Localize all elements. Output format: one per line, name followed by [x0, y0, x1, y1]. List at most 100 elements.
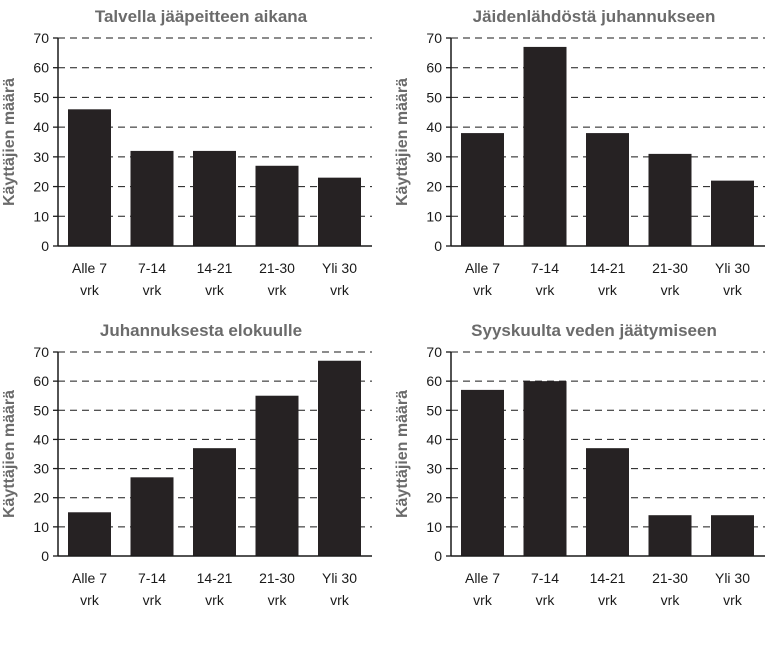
y-axis-label: Käyttäjien määrä: [1, 390, 18, 518]
y-tick-label: 0: [41, 238, 49, 254]
x-tick-label: 7-14: [138, 570, 166, 586]
y-tick-label: 10: [33, 519, 49, 535]
y-tick-label: 70: [33, 344, 49, 360]
x-tick-label-unit: vrk: [143, 592, 163, 608]
y-tick-label: 50: [426, 89, 442, 105]
bar: [255, 165, 299, 246]
bar: [130, 477, 174, 556]
x-tick-label-unit: vrk: [473, 282, 493, 298]
bar: [523, 381, 567, 556]
bar: [193, 150, 236, 246]
x-tick-label-unit: vrk: [205, 282, 225, 298]
bar: [68, 512, 111, 556]
bar: [648, 515, 692, 556]
chart-panel-4: Syyskuulta veden jäätymiseen Käyttäjien m…: [394, 321, 765, 608]
y-tick-label: 40: [33, 119, 49, 135]
bar: [461, 133, 504, 246]
y-tick-label: 10: [426, 208, 442, 224]
x-tick-label: 14-21: [197, 260, 233, 276]
x-tick-label: Yli 30: [322, 570, 357, 586]
bar: [586, 448, 629, 556]
x-tick-label: Alle 7: [72, 260, 107, 276]
x-tick-label-unit: vrk: [473, 592, 493, 608]
x-tick-label-unit: vrk: [723, 592, 743, 608]
x-tick-label: Alle 7: [72, 570, 107, 586]
y-tick-label: 40: [426, 431, 442, 447]
y-tick-label: 40: [426, 119, 442, 135]
x-tick-label-unit: vrk: [268, 592, 288, 608]
x-tick-label-unit: vrk: [80, 282, 100, 298]
chart-panel-2: Jäidenlähdöstä juhannukseen Käyttäjien mä…: [394, 7, 765, 298]
y-tick-label: 20: [426, 490, 442, 506]
y-tick-label: 40: [33, 431, 49, 447]
x-tick-label: 21-30: [259, 570, 295, 586]
y-tick-label: 20: [426, 179, 442, 195]
x-tick-label: Yli 30: [715, 570, 750, 586]
y-tick-label: 50: [426, 402, 442, 418]
x-tick-label: Yli 30: [322, 260, 357, 276]
y-tick-label: 30: [33, 149, 49, 165]
bar: [586, 133, 629, 246]
y-axis-label: Käyttäjien määrä: [394, 390, 411, 518]
y-tick-label: 60: [426, 60, 442, 76]
bar: [711, 180, 754, 246]
bar: [193, 448, 236, 556]
y-tick-label: 70: [426, 344, 442, 360]
y-tick-label: 0: [434, 238, 442, 254]
x-tick-label-unit: vrk: [143, 282, 163, 298]
y-tick-label: 30: [426, 149, 442, 165]
x-tick-label-unit: vrk: [661, 592, 681, 608]
bar: [711, 515, 754, 556]
y-tick-label: 20: [33, 490, 49, 506]
x-tick-label-unit: vrk: [536, 592, 556, 608]
x-tick-label-unit: vrk: [330, 282, 350, 298]
x-tick-label: 7-14: [531, 260, 559, 276]
chart-title: Talvella jääpeitteen aikana: [95, 7, 308, 26]
x-tick-label: Yli 30: [715, 260, 750, 276]
y-tick-label: 60: [33, 60, 49, 76]
y-tick-label: 30: [33, 461, 49, 477]
x-tick-label-unit: vrk: [723, 282, 743, 298]
x-tick-label-unit: vrk: [268, 282, 288, 298]
x-tick-label-unit: vrk: [598, 592, 618, 608]
y-tick-label: 60: [33, 373, 49, 389]
chart-title: Juhannuksesta elokuulle: [100, 321, 302, 340]
y-tick-label: 70: [33, 30, 49, 46]
y-tick-label: 20: [33, 179, 49, 195]
bar: [130, 150, 174, 246]
y-tick-label: 30: [426, 461, 442, 477]
y-tick-label: 10: [426, 519, 442, 535]
y-axis-label: Käyttäjien määrä: [394, 78, 411, 206]
y-axis-label: Käyttäjien määrä: [1, 78, 18, 206]
x-tick-label: 7-14: [531, 570, 559, 586]
chart-title: Syyskuulta veden jäätymiseen: [471, 321, 717, 340]
x-tick-label: 21-30: [652, 570, 688, 586]
chart-panel-1: Talvella jääpeitteen aikana Käyttäjien mä…: [1, 7, 372, 298]
bar: [461, 389, 504, 556]
chart-title: Jäidenlähdöstä juhannukseen: [473, 7, 716, 26]
x-tick-label: 14-21: [590, 570, 626, 586]
x-tick-label-unit: vrk: [598, 282, 618, 298]
x-tick-label: Alle 7: [465, 570, 500, 586]
x-tick-label-unit: vrk: [661, 282, 681, 298]
x-tick-label: 21-30: [652, 260, 688, 276]
bar: [523, 46, 567, 246]
chart-panel-3: Juhannuksesta elokuulle Käyttäjien määrä 0…: [1, 321, 372, 608]
x-tick-label-unit: vrk: [80, 592, 100, 608]
bar: [318, 360, 361, 556]
x-tick-label: 14-21: [197, 570, 233, 586]
bar: [68, 109, 111, 246]
x-tick-label-unit: vrk: [330, 592, 350, 608]
x-tick-label: 7-14: [138, 260, 166, 276]
bar: [318, 177, 361, 246]
bar: [255, 395, 299, 556]
y-tick-label: 0: [434, 548, 442, 564]
y-tick-label: 0: [41, 548, 49, 564]
bar: [648, 153, 692, 246]
x-tick-label: Alle 7: [465, 260, 500, 276]
y-tick-label: 70: [426, 30, 442, 46]
y-tick-label: 10: [33, 208, 49, 224]
x-tick-label-unit: vrk: [536, 282, 556, 298]
x-tick-label-unit: vrk: [205, 592, 225, 608]
